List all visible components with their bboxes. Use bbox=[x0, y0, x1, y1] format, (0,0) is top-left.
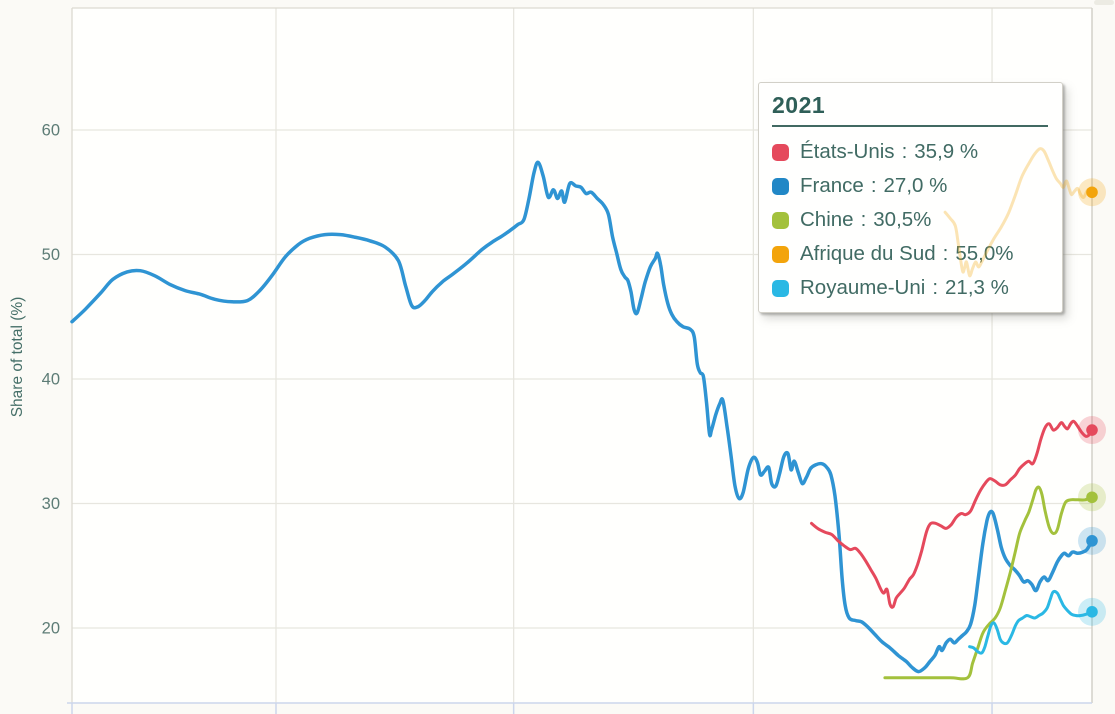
marker-dot-chine bbox=[1086, 491, 1098, 504]
tooltip-title: 2021 bbox=[772, 92, 826, 118]
series-color-swatch bbox=[772, 143, 789, 161]
y-axis-title: Share of total (%) bbox=[9, 297, 26, 418]
series-line-royaume-uni bbox=[968, 589, 1094, 655]
tooltip-row-label: Chine bbox=[800, 208, 854, 231]
cropped-ui-artifact bbox=[1094, 0, 1114, 5]
series-color-swatch bbox=[772, 279, 789, 297]
y-tick-label: 50 bbox=[42, 246, 60, 264]
tooltip-row-value: 35,9 % bbox=[914, 140, 979, 163]
series-line-france bbox=[70, 160, 1094, 674]
series-color-swatch bbox=[772, 245, 789, 263]
tooltip-row-value: 30,5% bbox=[873, 208, 932, 231]
marker-dot--tats-unis bbox=[1086, 424, 1098, 436]
y-tick-label: 60 bbox=[42, 122, 60, 140]
series-color-swatch bbox=[772, 177, 789, 195]
series-line-chine bbox=[883, 485, 1094, 681]
tooltip-row: Chine:30,5% bbox=[772, 203, 1048, 237]
tooltip-row-label: Royaume-Uni bbox=[800, 276, 926, 299]
series-line--tats-unis bbox=[810, 419, 1094, 609]
tooltip-divider bbox=[772, 125, 1048, 127]
tooltip-row-separator: : bbox=[932, 276, 939, 299]
y-tick-label: 20 bbox=[42, 620, 60, 638]
tooltip-row-separator: : bbox=[942, 242, 949, 265]
marker-dot-royaume-uni bbox=[1086, 606, 1098, 618]
tooltip-row-separator: : bbox=[860, 208, 867, 231]
tooltip-row-separator: : bbox=[901, 140, 908, 163]
marker-dot-france bbox=[1086, 535, 1098, 547]
tooltip-row-value: 55,0% bbox=[955, 242, 1014, 265]
tooltip-row-label: États-Unis bbox=[800, 140, 895, 163]
tooltip-row: États-Unis:35,9 % bbox=[772, 135, 1048, 169]
tooltip-rows: États-Unis:35,9 % France:27,0 % Chine:30,5… bbox=[772, 135, 1048, 305]
tooltip-row-label: France bbox=[800, 174, 864, 197]
tooltip-row-value: 27,0 % bbox=[883, 174, 948, 197]
tooltip-row-separator: : bbox=[870, 174, 877, 197]
tooltip-row: France:27,0 % bbox=[772, 169, 1048, 203]
y-tick-label: 40 bbox=[42, 371, 60, 389]
tooltip-row: Afrique du Sud:55,0% bbox=[772, 237, 1048, 271]
chart-tooltip: 2021 États-Unis:35,9 % France:27,0 % Chine… bbox=[758, 82, 1063, 313]
tooltip-row-value: 21,3 % bbox=[945, 276, 1009, 299]
series-color-swatch bbox=[772, 211, 789, 229]
y-tick-label: 30 bbox=[42, 495, 60, 513]
tooltip-row: Royaume-Uni:21,3 % bbox=[772, 271, 1048, 305]
tooltip-row-label: Afrique du Sud bbox=[800, 242, 936, 265]
